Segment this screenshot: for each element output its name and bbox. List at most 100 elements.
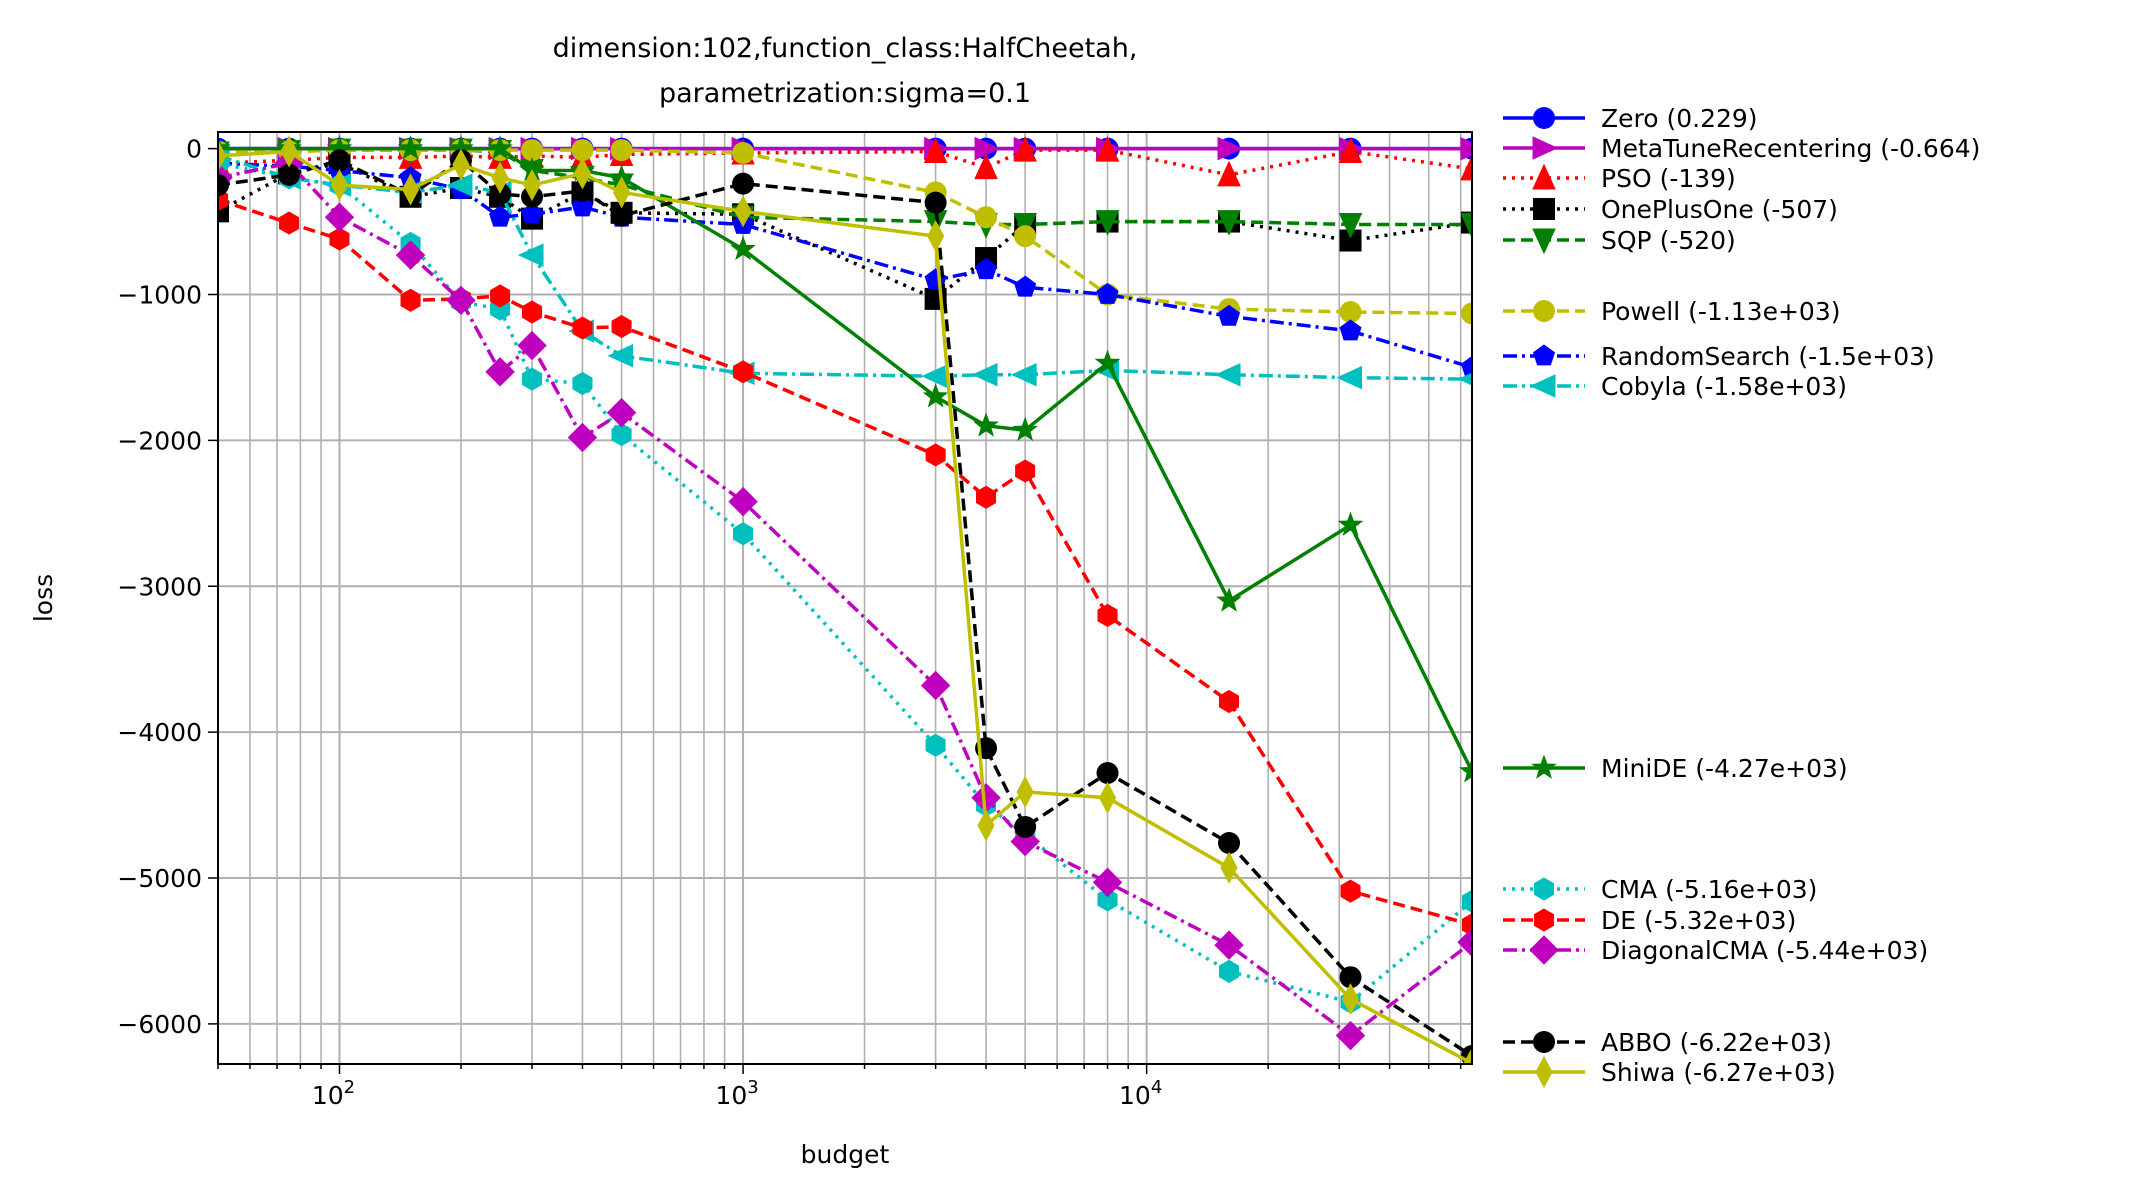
data-point-DE [1341,880,1360,902]
legend-label-Powell: Powell (-1.13e+03) [1601,297,1840,326]
data-point-RandomSearch [1015,276,1036,296]
data-point-ABBO [1218,832,1240,854]
legend-marker-PSO [1533,165,1555,189]
data-point-DE [573,317,592,339]
data-point-Shiwa [1100,783,1116,813]
data-point-Powell [1014,225,1036,247]
chart-title-line-1: dimension:102,function_class:HalfCheetah… [553,33,1138,64]
series-CMA [208,152,1481,1013]
data-point-DiagonalCMA [1337,1022,1365,1050]
data-point-DE [280,212,299,234]
data-point-DiagonalCMA [325,203,353,231]
series-RandomSearch [208,152,1483,376]
data-point-RandomSearch [1340,320,1361,340]
legend-label-Cobyla: Cobyla (-1.58e+03) [1601,372,1847,401]
data-point-Powell [732,142,754,164]
data-point-Cobyla [1216,364,1240,386]
data-point-Powell [611,139,633,161]
data-point-DE [1098,604,1117,626]
x-tick-label: 103 [715,1077,758,1110]
legend-label-OnePlusOne: OnePlusOne (-507) [1601,195,1838,224]
data-point-DE [612,316,631,338]
series-Shiwa [210,137,1480,1079]
legend-marker-Cobyla [1531,375,1555,397]
data-point-ABBO [925,192,947,214]
chart-title-line-2: parametrization:sigma=0.1 [659,78,1031,109]
data-point-ABBO [732,173,754,195]
grid [218,132,1472,1064]
data-point-DE [1219,690,1238,712]
plot-frame [218,132,1472,1064]
legend-marker-MiniDE [1533,756,1556,778]
data-point-DiagonalCMA [1094,868,1122,896]
x-tick-label: 102 [312,1077,355,1110]
y-tick-label: −1000 [117,281,202,310]
legend-label-MiniDE: MiniDE (-4.27e+03) [1601,754,1848,783]
legend-label-DE: DE (-5.32e+03) [1601,906,1796,935]
series-line-CMA [218,163,1472,1002]
data-point-ABBO [1097,762,1119,784]
data-point-Shiwa [1017,777,1033,807]
legend-label-MetaTuneRecentering: MetaTuneRecentering (-0.664) [1601,134,1980,163]
y-tick-label: −2000 [117,426,202,455]
legend-label-SQP: SQP (-520) [1601,226,1736,255]
axis-ticks: 102 103 104 0 −1000 −2000 −3000 −4000 −5000 −6000 [117,135,1460,1110]
data-point-ABBO [328,149,350,171]
data-point-DiagonalCMA [922,671,950,699]
data-point-MiniDE [1218,589,1241,611]
data-point-Cobyla [923,365,947,387]
data-point-DE [1016,460,1035,482]
data-point-CMA [573,372,592,394]
legend-marker-OnePlusOne [1533,198,1555,220]
data-point-DiagonalCMA [1215,931,1243,959]
data-point-DiagonalCMA [608,399,636,427]
data-point-DE [734,361,753,383]
data-point-DiagonalCMA [568,423,596,451]
legend-marker-DE [1534,909,1553,931]
legend-marker-Powell [1533,300,1555,322]
legend-marker-RandomSearch [1534,345,1555,365]
legend-marker-MetaTuneRecentering [1533,137,1557,159]
y-tick-label: −3000 [117,572,202,601]
series-ABBO [207,149,1483,1067]
data-point-Cobyla [1338,367,1362,389]
legend-label-Shiwa: Shiwa (-6.27e+03) [1601,1058,1836,1087]
series-Cobyla [205,145,1483,390]
data-point-ABBO [1014,816,1036,838]
data-point-Shiwa [928,221,944,251]
data-point-DiagonalCMA [518,332,546,360]
legend-label-RandomSearch: RandomSearch (-1.5e+03) [1601,342,1935,371]
data-point-CMA [734,523,753,545]
legend-marker-DiagonalCMA [1530,936,1558,964]
data-point-Powell [975,206,997,228]
data-point-DE [926,444,945,466]
legend-label-Zero: Zero (0.229) [1601,104,1758,133]
y-tick-label: 0 [186,135,202,164]
data-point-CMA [1219,960,1238,982]
series-layer [204,137,1486,1079]
y-tick-label: −5000 [117,864,202,893]
data-point-CMA [926,734,945,756]
legend-marker-Shiwa [1536,1057,1552,1087]
legend-label-PSO: PSO (-139) [1601,164,1736,193]
legend-label-CMA: CMA (-5.16e+03) [1601,875,1817,904]
y-tick-label: −4000 [117,718,202,747]
data-point-Cobyla [519,244,543,266]
data-point-Cobyla [609,345,633,367]
legend-label-DiagonalCMA: DiagonalCMA (-5.44e+03) [1601,936,1928,965]
series-OnePlusOne [207,152,1483,310]
data-point-DE [523,301,542,323]
legend-marker-ABBO [1533,1031,1555,1053]
x-axis-label: budget [801,1140,890,1169]
x-tick-label: 104 [1119,1077,1162,1110]
data-point-Shiwa [978,810,994,840]
y-tick-label: −6000 [117,1010,202,1039]
data-point-Cobyla [973,364,997,386]
data-point-DE [977,486,996,508]
series-line-Shiwa [218,152,1472,1064]
legend-marker-SQP [1533,229,1555,253]
data-point-CMA [523,368,542,390]
data-point-DE [491,285,510,307]
y-axis-label: loss [29,574,58,622]
